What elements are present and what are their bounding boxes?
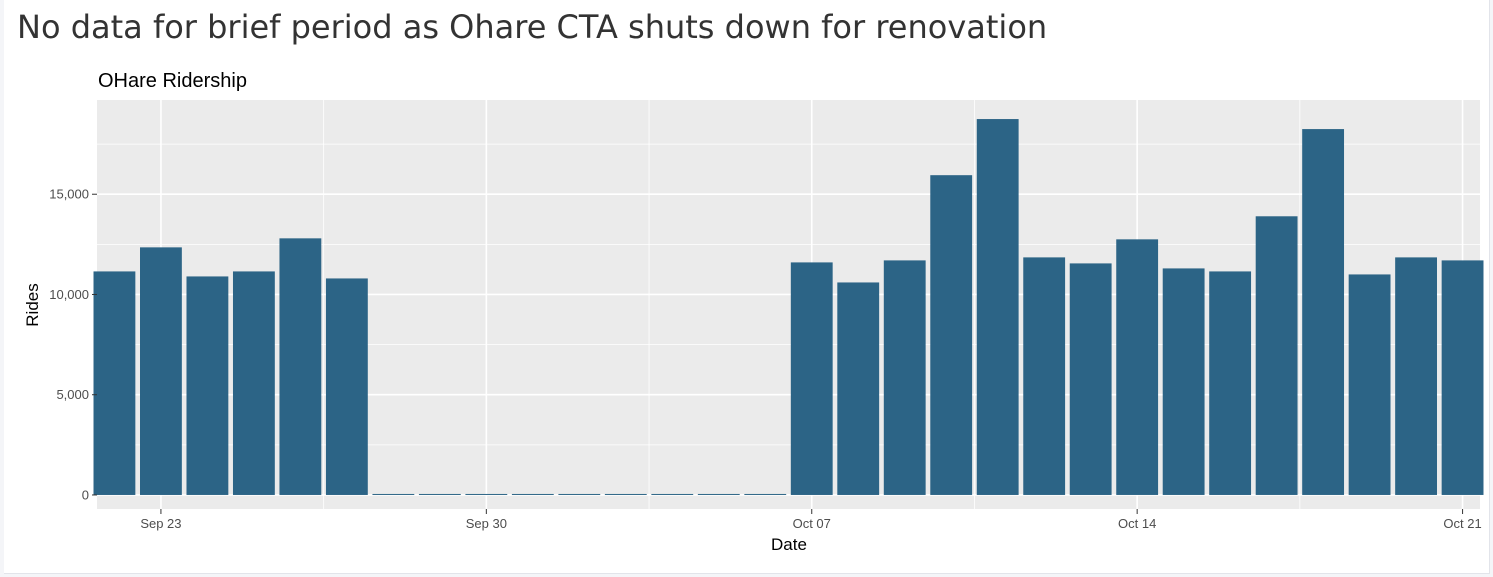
y-tick-label: 15,000	[49, 187, 89, 202]
bar-oct-01	[511, 493, 554, 495]
bar-sep-23	[140, 247, 182, 495]
bar-oct-17	[1255, 216, 1298, 495]
bar-sep-30	[465, 493, 508, 495]
bar-sep-26	[279, 238, 322, 495]
bar-oct-08	[837, 282, 880, 495]
bar-oct-09	[883, 260, 926, 495]
bar-oct-20	[1395, 257, 1437, 495]
bar-oct-14	[1116, 239, 1159, 495]
bar-oct-10	[930, 175, 973, 495]
x-tick-label: Oct 21	[1443, 516, 1481, 531]
bar-oct-06	[744, 493, 787, 495]
bar-sep-29	[418, 493, 461, 495]
bar-oct-19	[1348, 274, 1391, 495]
x-axis-label: Date	[771, 535, 807, 554]
y-tick-label: 5,000	[56, 387, 89, 402]
y-tick-label: 0	[82, 487, 89, 502]
bars	[93, 119, 1484, 495]
bar-oct-21	[1441, 260, 1484, 495]
bar-sep-27	[325, 278, 368, 495]
x-tick-label: Oct 07	[793, 516, 831, 531]
bar-oct-11	[976, 119, 1019, 495]
y-axis-label: Rides	[23, 283, 42, 326]
x-tick-label: Oct 14	[1118, 516, 1156, 531]
x-tick-label: Sep 23	[140, 516, 181, 531]
bar-oct-16	[1209, 271, 1252, 495]
x-axis: Sep 23 Sep 30 Oct 07 Oct 14 Oct 21	[140, 509, 1482, 531]
bar-oct-04	[651, 493, 694, 495]
bar-sep-25	[232, 271, 275, 495]
x-tick-label: Sep 30	[466, 516, 507, 531]
bar-oct-12	[1023, 257, 1066, 495]
bar-oct-03	[604, 493, 647, 495]
bar-oct-15	[1162, 268, 1205, 495]
bar-sep-28	[372, 493, 415, 495]
chart-title: OHare Ridership	[98, 70, 247, 92]
bar-oct-18	[1302, 129, 1345, 495]
bar-oct-02	[558, 493, 601, 495]
bar-sep-24	[186, 276, 229, 495]
y-axis: 0 5,000 10,000 15,000	[49, 187, 97, 502]
bar-sep-22	[93, 271, 136, 495]
y-tick-label: 10,000	[49, 287, 89, 302]
bar-oct-13	[1069, 263, 1112, 495]
bar-oct-07	[790, 262, 833, 495]
bar-oct-05	[697, 493, 740, 495]
page-title: No data for brief period as Ohare CTA sh…	[17, 8, 1048, 46]
